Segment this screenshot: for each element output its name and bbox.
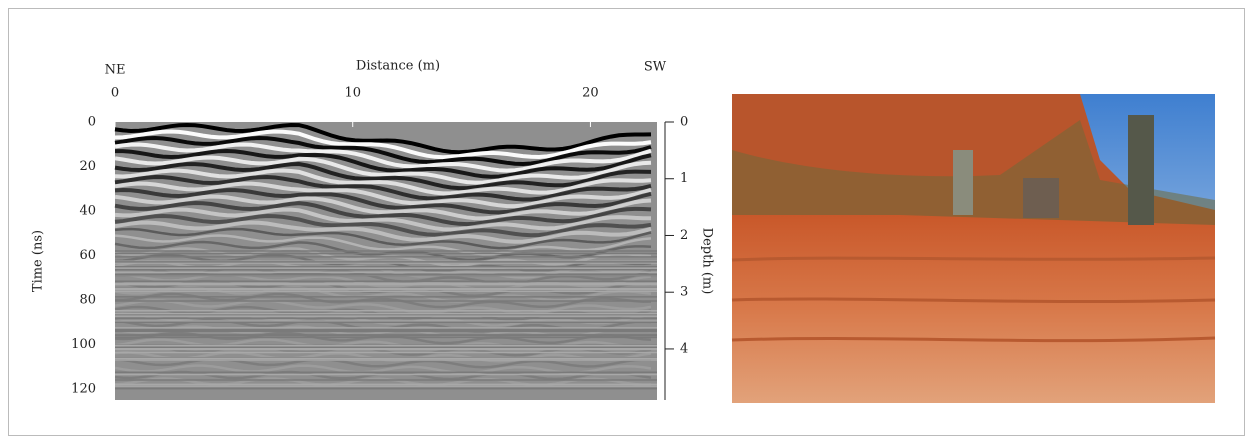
reflection [114,155,652,185]
y-tick-label: 80 [79,292,96,307]
photo-bedding [731,256,1216,343]
y2-tick-label: 2 [680,228,688,243]
reflection [115,148,652,179]
reflection [114,181,652,209]
figure-frame [8,8,1245,436]
reflection [114,207,652,232]
reflection [114,194,652,221]
reflection [114,220,652,244]
photo-person [1023,178,1059,218]
x-tick-label: 10 [344,86,361,101]
sw-label: SW [644,60,667,75]
reflection [114,200,652,227]
x-tick-label: 0 [111,86,119,101]
y2-axis-label: Depth (m) [700,228,715,295]
reflection [114,325,652,339]
y-tick-label: 100 [71,337,96,352]
y-tick-label: 40 [79,203,96,218]
reflection [114,168,652,196]
ne-label: NE [105,63,126,78]
reflection [114,234,652,256]
reflection [114,174,652,202]
radargram-reflections [114,122,657,390]
y2-tick-label: 4 [680,341,688,356]
y-tick-label: 60 [79,248,96,263]
y-tick-label: 120 [71,381,96,396]
y-tick-label: 20 [79,159,96,174]
x-tick-label: 20 [582,86,599,101]
reflection [114,129,652,160]
y2-tick-label: 3 [680,285,688,300]
photo-person [953,150,973,215]
reflection [114,122,652,155]
reflection [114,299,652,315]
photo-outcrop [732,215,1215,403]
photo-bushes [732,120,1215,240]
reflection [114,227,652,250]
reflection [114,135,652,167]
reflection [114,213,652,238]
photo-person [1128,115,1154,225]
reflection [115,292,652,309]
reflection [114,142,652,173]
reflection [114,377,652,387]
y-tick-label: 0 [88,115,96,130]
y2-tick-label: 1 [680,171,688,186]
x-axis-label: Distance (m) [356,59,440,74]
reflection [114,161,652,191]
field-photo [731,94,1216,403]
y-axis-label: Time (ns) [31,230,46,292]
y2-tick-label: 0 [680,115,688,130]
reflection [114,187,652,215]
